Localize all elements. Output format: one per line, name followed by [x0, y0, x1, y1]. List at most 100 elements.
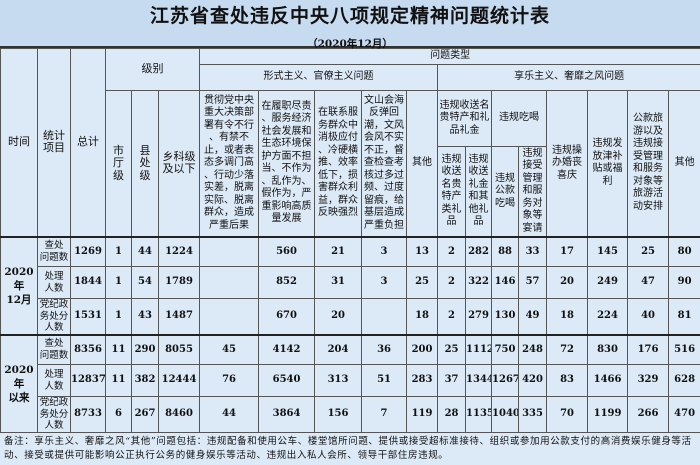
value-cell: 40 — [628, 299, 669, 335]
value-cell: 12837 — [71, 365, 106, 397]
value-cell: 3 — [362, 237, 407, 267]
value-cell: 20 — [547, 267, 588, 299]
value-cell: 290 — [132, 335, 159, 365]
value-cell: 560 — [259, 237, 315, 267]
value-cell: 1531 — [71, 299, 106, 335]
value-cell: 200 — [407, 335, 438, 365]
value-cell: 81 — [669, 299, 700, 335]
value-cell: 70 — [547, 397, 588, 433]
header-level-township: 乡科级 及以下 — [159, 91, 200, 237]
value-cell: 119 — [407, 397, 438, 433]
item-cell: 党纪政 务处分 人数 — [38, 397, 71, 433]
value-cell: 2 — [438, 237, 466, 267]
value-cell: 1 — [106, 237, 132, 267]
value-cell: 1844 — [71, 267, 106, 299]
value-cell: 329 — [628, 365, 669, 397]
value-cell: 3 — [362, 267, 407, 299]
value-cell: 1 — [106, 299, 132, 335]
value-cell — [200, 237, 259, 267]
time-cell: 2020年 以来 — [1, 335, 38, 433]
header-level-city: 市 厅 级 — [106, 91, 132, 237]
value-cell: 20 — [315, 299, 362, 335]
value-cell: 76 — [200, 365, 259, 397]
value-cell: 43 — [132, 299, 159, 335]
value-cell: 8460 — [159, 397, 200, 433]
value-cell: 6540 — [259, 365, 315, 397]
time-cell: 2020年 12月 — [1, 237, 38, 335]
value-cell: 248 — [519, 335, 547, 365]
header-hedonism-col: 公款旅 游以及 违规接 受管理 和服务 对象等 旅游活 动安排 — [628, 91, 669, 237]
value-cell: 830 — [588, 335, 628, 365]
value-cell: 83 — [547, 365, 588, 397]
value-cell: 146 — [492, 267, 519, 299]
value-cell: 51 — [362, 365, 407, 397]
value-cell: 267 — [132, 397, 159, 433]
value-cell: 18 — [547, 299, 588, 335]
header-formalism-col: 文山会海 反弹回 潮，文风 会风不实 不正，督 查检查考 核过多过 频、过度 留… — [362, 91, 407, 237]
value-cell: 313 — [315, 365, 362, 397]
value-cell: 1224 — [159, 237, 200, 267]
value-cell: 21 — [315, 237, 362, 267]
value-cell: 420 — [519, 365, 547, 397]
value-cell — [362, 299, 407, 335]
value-cell: 628 — [669, 365, 700, 397]
value-cell: 8356 — [71, 335, 106, 365]
value-cell: 3864 — [259, 397, 315, 433]
value-cell: 8733 — [71, 397, 106, 433]
value-cell: 44 — [200, 397, 259, 433]
value-cell: 249 — [588, 267, 628, 299]
header-gift-col: 违规 收送 礼金 和其 他礼 品 — [466, 147, 492, 237]
value-cell: 1112 — [466, 335, 492, 365]
value-cell: 1040 — [492, 397, 519, 433]
header-problem-type: 问题类型 — [200, 49, 700, 65]
header-dining-col: 违规 公款 吃喝 — [492, 147, 519, 237]
header-formalism-other: 其他 — [407, 91, 438, 237]
value-cell: 750 — [492, 335, 519, 365]
value-cell: 90 — [669, 267, 700, 299]
header-formalism-col: 在联系服 务群众中 消极应付 、冷硬横 推、效率 低下，损 害群众利 益，群众 … — [315, 91, 362, 237]
value-cell: 4142 — [259, 335, 315, 365]
value-cell: 80 — [669, 237, 700, 267]
header-dining-group: 违规吃喝 — [492, 91, 547, 147]
item-cell: 查处 问题数 — [38, 335, 71, 365]
value-cell: 1344 — [466, 365, 492, 397]
header-hedonism-col: 违规发 放津补 贴或福 利 — [588, 91, 628, 237]
value-cell: 322 — [466, 267, 492, 299]
value-cell: 25 — [407, 267, 438, 299]
value-cell: 2 — [438, 299, 466, 335]
value-cell: 25 — [628, 237, 669, 267]
value-cell: 282 — [466, 237, 492, 267]
value-cell: 382 — [132, 365, 159, 397]
item-cell: 查处 问题数 — [38, 237, 71, 267]
value-cell: 7 — [362, 397, 407, 433]
value-cell: 470 — [669, 397, 700, 433]
footnote: 备注：享乐主义、奢靡之风“其他”问题包括：违规配备和使用公车、楼堂馆所问题、提供… — [0, 433, 700, 465]
header-item: 统计项目 — [38, 49, 71, 237]
value-cell: 852 — [259, 267, 315, 299]
value-cell: 6 — [106, 397, 132, 433]
header-hedonism-col: 违规操 办婚丧 喜庆 — [547, 91, 588, 237]
value-cell — [200, 267, 259, 299]
item-cell: 处理 人数 — [38, 267, 71, 299]
value-cell: 335 — [519, 397, 547, 433]
header-level: 级别 — [106, 49, 200, 91]
value-cell: 72 — [547, 335, 588, 365]
header-formalism-col: 贯彻党中央 重大决策部 署有令不行 、有禁不 止，或者表 态多调门高 、行动少落… — [200, 91, 259, 237]
value-cell: 36 — [362, 335, 407, 365]
header-total: 总计 — [71, 49, 106, 237]
value-cell: 279 — [466, 299, 492, 335]
value-cell: 11 — [106, 335, 132, 365]
value-cell: 47 — [628, 267, 669, 299]
header-time: 时间 — [1, 49, 38, 237]
value-cell: 49 — [519, 299, 547, 335]
title-bar: 江苏省查处违反中央八项规定精神问题统计表 — [0, 0, 700, 32]
value-cell: 8055 — [159, 335, 200, 365]
value-cell: 1199 — [588, 397, 628, 433]
